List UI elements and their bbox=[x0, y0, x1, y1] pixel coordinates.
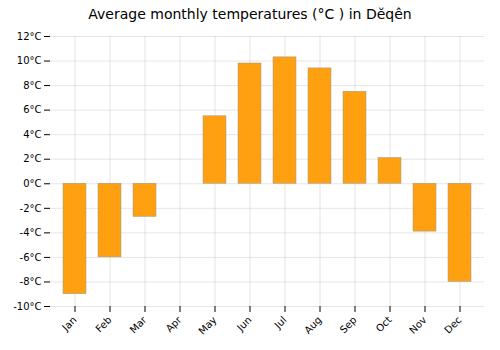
svg-text:-2°C: -2°C bbox=[20, 203, 42, 214]
svg-text:8°C: 8°C bbox=[23, 80, 41, 91]
svg-text:Jul: Jul bbox=[272, 314, 289, 331]
svg-text:-10°C: -10°C bbox=[13, 301, 41, 312]
svg-text:Jun: Jun bbox=[234, 314, 254, 334]
svg-text:Jan: Jan bbox=[59, 314, 78, 333]
svg-text:10°C: 10°C bbox=[17, 55, 42, 66]
svg-text:12°C: 12°C bbox=[17, 31, 42, 42]
svg-text:0°C: 0°C bbox=[23, 178, 41, 189]
svg-text:-6°C: -6°C bbox=[20, 252, 42, 263]
svg-text:Mar: Mar bbox=[128, 314, 150, 336]
svg-text:Aug: Aug bbox=[302, 314, 324, 336]
svg-text:-8°C: -8°C bbox=[20, 276, 42, 287]
svg-text:Feb: Feb bbox=[93, 314, 113, 334]
svg-text:Nov: Nov bbox=[407, 314, 429, 336]
svg-text:Dec: Dec bbox=[442, 314, 463, 335]
svg-text:May: May bbox=[196, 314, 218, 336]
svg-text:Oct: Oct bbox=[374, 314, 394, 334]
svg-text:Apr: Apr bbox=[164, 314, 185, 335]
svg-text:4°C: 4°C bbox=[23, 129, 41, 140]
svg-text:6°C: 6°C bbox=[23, 104, 41, 115]
svg-text:-4°C: -4°C bbox=[20, 227, 42, 238]
html-text:Average monthly temperatures (: Average monthly temperatures (°C ) in Dĕ… bbox=[88, 6, 412, 22]
svg-text:2°C: 2°C bbox=[23, 153, 41, 164]
svg-text:Sep: Sep bbox=[338, 314, 359, 335]
